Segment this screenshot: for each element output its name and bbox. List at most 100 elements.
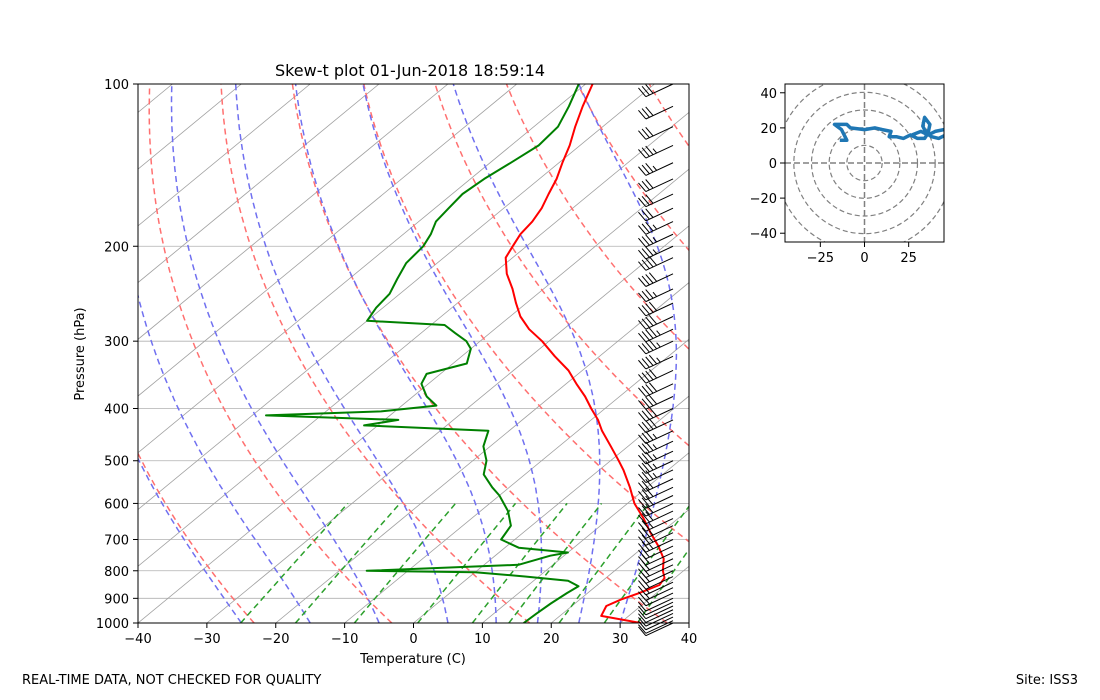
wind-barb-full [638, 454, 647, 465]
wind-barb-full [638, 522, 647, 532]
wind-barb-half [652, 237, 658, 243]
wind-barb [638, 532, 674, 546]
wind-barb-staff [645, 221, 674, 235]
wind-barb-staff [645, 162, 674, 176]
dry-adiabat-line [648, 84, 689, 148]
hodograph-line [832, 115, 944, 142]
wind-barb [638, 510, 674, 525]
isotherm-line [0, 84, 35, 623]
wind-barb-full [648, 256, 658, 266]
wind-barb-staff [645, 288, 674, 303]
wind-barb-full [648, 301, 658, 312]
isotherm-line [138, 168, 689, 623]
dry-adiabat-line [138, 451, 255, 623]
wind-barb-half [656, 342, 661, 348]
wind-barb-full [638, 292, 647, 302]
wind-barb-staff [645, 245, 674, 260]
wind-barb-staff [645, 552, 674, 566]
isotherm-line [688, 622, 689, 623]
isotherm-line [758, 84, 1100, 623]
wind-barb [638, 469, 674, 484]
wind-barb-full [645, 487, 654, 497]
isotherm-line [138, 84, 586, 454]
hodograph-x-ticks: −25 0 25 [807, 242, 917, 266]
wind-barb [638, 460, 674, 474]
wind-barb-full [638, 507, 647, 517]
wind-barb-full [638, 211, 647, 222]
hodograph-y-ticks: −40 −20 0 20 40 [750, 87, 785, 242]
wind-barb-full [645, 431, 654, 441]
wind-barb-full [641, 453, 650, 463]
x-axis-ticks: −40 −30 −20 −10 0 10 20 30 40 [124, 623, 697, 647]
wind-barb-full [645, 503, 654, 514]
wind-barb-staff [645, 370, 674, 384]
y-axis-ticks: 1000 900 800 700 600 500 400 300 200 100 [96, 78, 138, 632]
hodograph-y-tick-label: −20 [750, 192, 777, 207]
skewt-panel: Skew-t plot 01-Jun-2018 18:59:14 −40 −30−… [0, 61, 1100, 667]
isotherm-line [138, 84, 380, 284]
mixing-ratio-line [417, 502, 517, 623]
wind-barb-full [641, 358, 650, 368]
isotherm-line [275, 282, 689, 623]
wind-barb-full [638, 568, 647, 578]
wind-barb [638, 288, 674, 303]
isotherm-line [619, 565, 689, 623]
wind-barb-full [638, 514, 647, 525]
hodograph-y-tick-label: −40 [750, 227, 777, 242]
wind-barb-full [638, 320, 647, 330]
wind-barb-half [648, 523, 654, 529]
mixing-ratio-line [240, 502, 349, 623]
mixing-ratio-line [353, 502, 457, 623]
wind-barb-full [648, 327, 658, 338]
hodograph-ring [828, 127, 901, 199]
wind-barb [638, 495, 674, 509]
wind-barb [638, 83, 674, 98]
wind-barbs [638, 83, 674, 637]
wind-barb-full [638, 130, 647, 140]
wind-barb-staff [645, 126, 674, 140]
wind-barb-full [645, 84, 654, 94]
x-tick-label: −40 [124, 632, 151, 647]
wind-barb [638, 609, 674, 623]
x-tick-label: 20 [543, 632, 560, 647]
y-tick-label: 700 [104, 534, 129, 549]
dry-adiabat-line [434, 84, 689, 447]
wind-barb-staff [645, 328, 674, 343]
wind-barb-staff [645, 609, 674, 623]
wind-barb-full [638, 149, 647, 159]
wind-barb-half [652, 433, 658, 439]
wind-barb [638, 339, 674, 355]
wind-barb-full [645, 316, 654, 327]
wind-barb-staff [645, 601, 674, 616]
wind-barb-staff [645, 355, 674, 370]
wind-barb [638, 592, 674, 607]
wind-barb-full [641, 164, 650, 175]
wind-barb [638, 193, 674, 208]
wind-barb-full [638, 613, 647, 623]
wind-barb-staff [645, 257, 674, 271]
isotherm-line [138, 84, 655, 511]
wind-barb-staff [645, 316, 674, 330]
wind-barb-half [652, 148, 658, 154]
wind-barb-full [648, 272, 658, 282]
wind-barb-staff [645, 469, 674, 484]
wind-barb-full [641, 290, 650, 301]
wind-barb-full [648, 418, 658, 428]
wind-barb-half [645, 588, 650, 594]
y-tick-label: 400 [104, 403, 129, 418]
skewt-frame [137, 83, 690, 624]
wind-barb-full [641, 421, 650, 432]
pressure-gridlines [138, 84, 689, 623]
wind-barb-staff [645, 510, 674, 525]
dry-adiabat-line [721, 84, 1100, 623]
wind-barb-full [645, 208, 654, 218]
hodograph-ring [846, 144, 883, 182]
profile-series [265, 84, 666, 623]
wind-barb-full [638, 237, 647, 248]
isotherm-line [138, 84, 449, 340]
wind-barb-full [645, 163, 654, 173]
hodograph-y-tick-label: 40 [760, 87, 777, 102]
wind-barb [638, 233, 674, 248]
wind-barb-staff [645, 302, 674, 317]
wind-barb-full [645, 179, 654, 189]
